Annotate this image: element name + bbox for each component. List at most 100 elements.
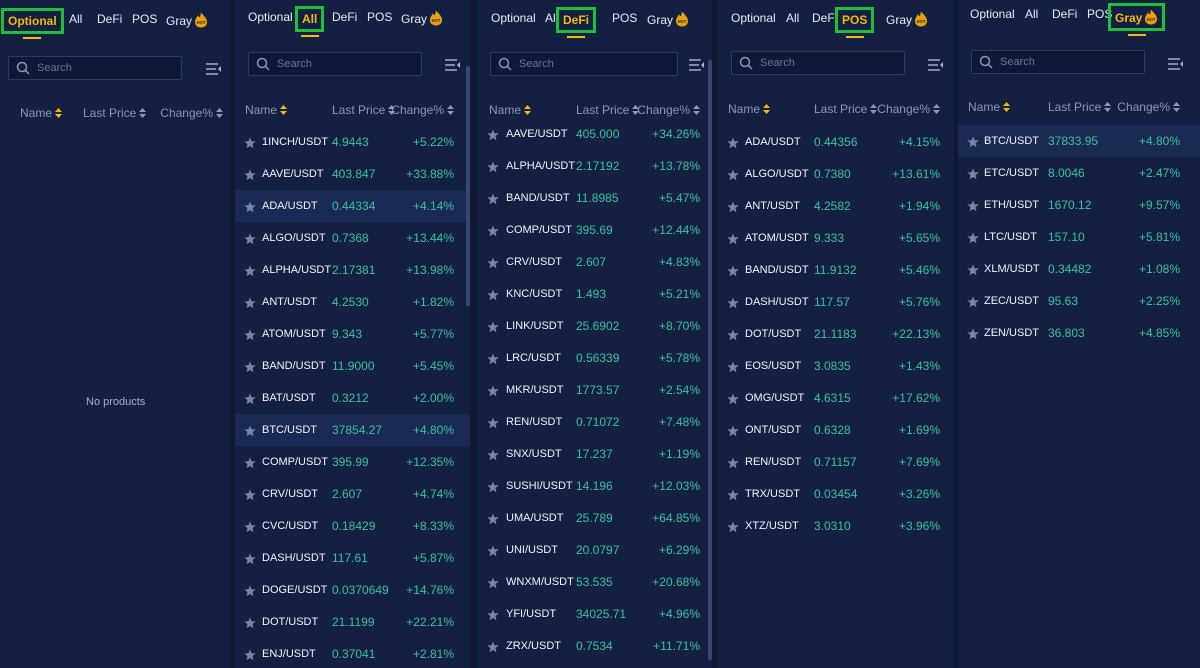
star-icon[interactable]	[967, 263, 979, 276]
star-icon[interactable]	[487, 416, 499, 429]
star-icon[interactable]	[244, 328, 256, 341]
column-header-last-price[interactable]: Last Price	[83, 106, 147, 120]
star-icon[interactable]	[244, 232, 256, 245]
market-row[interactable]: KNC/USDT 1.493 +5.21%	[477, 278, 712, 310]
tab-pos[interactable]: POS	[367, 10, 392, 24]
market-row[interactable]: BAT/USDT 0.3212 +2.00%	[235, 382, 470, 414]
market-row[interactable]: ETH/USDT 1670.12 +9.57%	[958, 189, 1200, 221]
market-row[interactable]: ENJ/USDT 0.37041 +2.81%	[235, 638, 470, 668]
market-row[interactable]: ONT/USDT 0.6328 +1.69%	[718, 414, 954, 446]
market-row[interactable]: ZEC/USDT 95.63 +2.25%	[958, 285, 1200, 317]
market-row[interactable]: DOT/USDT 21.1199 +22.21%	[235, 606, 470, 638]
market-row[interactable]: LINK/USDT 25.6902 +8.70%	[477, 310, 712, 342]
search-input[interactable]	[760, 55, 898, 71]
market-row[interactable]: ANT/USDT 4.2582 +1.94%	[718, 190, 954, 222]
star-icon[interactable]	[487, 192, 499, 205]
column-header-last-price[interactable]: Last Price	[1048, 100, 1112, 114]
market-row[interactable]: BAND/USDT 11.9000 +5.45%	[235, 350, 470, 382]
tab-defi[interactable]: DeFi	[97, 12, 122, 26]
tab-all[interactable]: All	[545, 11, 558, 25]
market-row[interactable]: DASH/USDT 117.57 +5.76%	[718, 286, 954, 318]
tab-optional[interactable]: Optional	[491, 11, 536, 25]
star-icon[interactable]	[487, 544, 499, 557]
star-icon[interactable]	[967, 231, 979, 244]
tab-pos[interactable]: POS	[132, 12, 157, 26]
star-icon[interactable]	[727, 328, 739, 341]
star-icon[interactable]	[244, 424, 256, 437]
market-row[interactable]: XLM/USDT 0.34482 +1.08%	[958, 253, 1200, 285]
star-icon[interactable]	[244, 392, 256, 405]
star-icon[interactable]	[487, 352, 499, 365]
column-header-last-price[interactable]: Last Price	[814, 102, 878, 116]
scrollbar-thumb[interactable]	[708, 60, 712, 660]
search-input[interactable]	[277, 56, 415, 72]
tab-defi[interactable]: DeFi	[332, 10, 357, 24]
star-icon[interactable]	[244, 296, 256, 309]
tab-optional[interactable]: Optional	[248, 10, 293, 24]
star-icon[interactable]	[727, 424, 739, 437]
market-row[interactable]: ALGO/USDT 0.7368 +13.44%	[235, 222, 470, 254]
market-row[interactable]: REN/USDT 0.71157 +7.69%	[718, 446, 954, 478]
tab-gray[interactable]: Gray HOT	[401, 10, 443, 26]
column-header-name[interactable]: Name	[489, 103, 532, 117]
list-menu-icon[interactable]	[928, 58, 944, 72]
star-icon[interactable]	[967, 167, 979, 180]
star-icon[interactable]	[487, 256, 499, 269]
column-header-name[interactable]: Name	[728, 102, 771, 116]
market-row[interactable]: BTC/USDT 37833.95 +4.80%	[958, 125, 1200, 157]
tab-gray[interactable]: Gray HOT	[166, 12, 208, 28]
star-icon[interactable]	[244, 552, 256, 565]
tab-pos[interactable]: POS	[612, 11, 637, 25]
market-row[interactable]: AAVE/USDT 405.000 +34.26%	[477, 118, 712, 150]
tab-defi[interactable]: DeFi	[556, 7, 597, 38]
market-row[interactable]: ZEN/USDT 36.803 +4.85%	[958, 317, 1200, 349]
star-icon[interactable]	[244, 520, 256, 533]
list-menu-icon[interactable]	[445, 58, 461, 72]
column-header-change[interactable]: Change%	[1117, 100, 1180, 114]
market-row[interactable]: ALGO/USDT 0.7380 +13.61%	[718, 158, 954, 190]
market-row[interactable]: ATOM/USDT 9.343 +5.77%	[235, 318, 470, 350]
star-icon[interactable]	[487, 448, 499, 461]
market-row[interactable]: ALPHA/USDT 2.17381 +13.98%	[235, 254, 470, 286]
star-icon[interactable]	[487, 640, 499, 653]
search-input[interactable]	[1000, 54, 1138, 70]
column-header-name[interactable]: Name	[968, 100, 1011, 114]
market-row[interactable]: UNI/USDT 20.0797 +6.29%	[477, 534, 712, 566]
star-icon[interactable]	[727, 200, 739, 213]
tab-optional[interactable]: Optional	[731, 11, 776, 25]
star-icon[interactable]	[727, 168, 739, 181]
market-row[interactable]: COMP/USDT 395.69 +12.44%	[477, 214, 712, 246]
star-icon[interactable]	[727, 488, 739, 501]
market-row[interactable]: REN/USDT 0.71072 +7.48%	[477, 406, 712, 438]
market-row[interactable]: BAND/USDT 11.9132 +5.46%	[718, 254, 954, 286]
column-header-change[interactable]: Change%	[391, 103, 454, 117]
tab-pos[interactable]: POS	[1087, 7, 1112, 21]
star-icon[interactable]	[727, 296, 739, 309]
star-icon[interactable]	[244, 616, 256, 629]
star-icon[interactable]	[244, 456, 256, 469]
star-icon[interactable]	[967, 295, 979, 308]
market-row[interactable]: CVC/USDT 0.18429 +8.33%	[235, 510, 470, 542]
list-menu-icon[interactable]	[1168, 57, 1184, 71]
market-row[interactable]: LRC/USDT 0.56339 +5.78%	[477, 342, 712, 374]
market-row[interactable]: AAVE/USDT 403.847 +33.88%	[235, 158, 470, 190]
star-icon[interactable]	[727, 232, 739, 245]
market-row[interactable]: ADA/USDT 0.44356 +4.15%	[718, 126, 954, 158]
tab-optional[interactable]: Optional	[970, 7, 1015, 21]
market-row[interactable]: 1INCH/USDT 4.9443 +5.22%	[235, 126, 470, 158]
tab-gray[interactable]: Gray HOT	[1108, 3, 1166, 36]
star-icon[interactable]	[487, 608, 499, 621]
tab-all[interactable]: All	[786, 11, 799, 25]
market-row[interactable]: DOGE/USDT 0.0370649 +14.76%	[235, 574, 470, 606]
star-icon[interactable]	[967, 199, 979, 212]
star-icon[interactable]	[487, 128, 499, 141]
market-row[interactable]: YFI/USDT 34025.71 +4.96%	[477, 598, 712, 630]
star-icon[interactable]	[727, 520, 739, 533]
search-input[interactable]	[37, 60, 175, 76]
market-row[interactable]: ETC/USDT 8.0046 +2.47%	[958, 157, 1200, 189]
market-row[interactable]: EOS/USDT 3.0835 +1.43%	[718, 350, 954, 382]
market-row[interactable]: CRV/USDT 2.607 +4.74%	[235, 478, 470, 510]
star-icon[interactable]	[487, 288, 499, 301]
tab-all[interactable]: All	[69, 12, 82, 26]
market-row[interactable]: ANT/USDT 4.2530 +1.82%	[235, 286, 470, 318]
